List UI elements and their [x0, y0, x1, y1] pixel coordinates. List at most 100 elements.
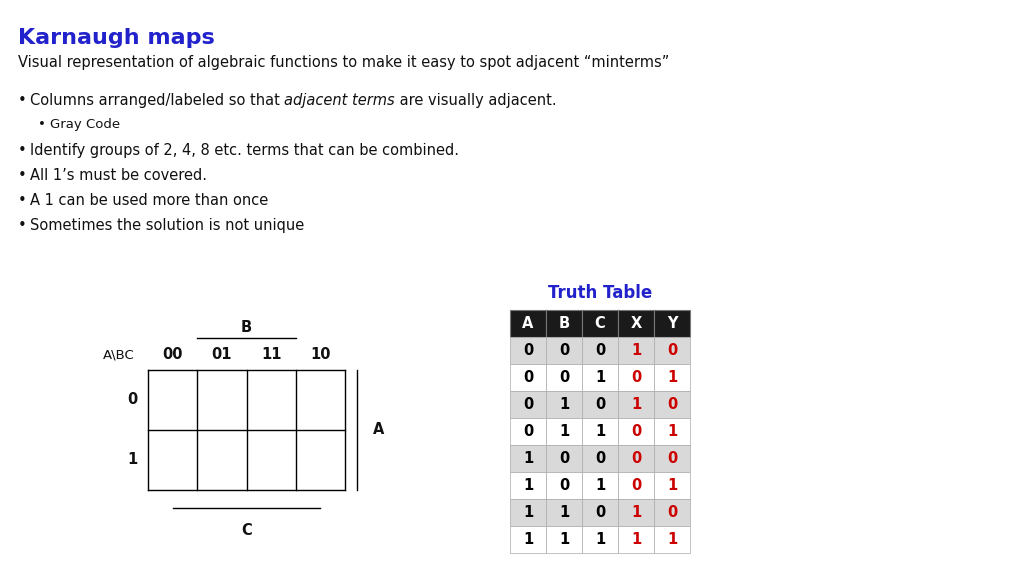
Bar	[510, 310, 546, 337]
Text: 1: 1	[595, 370, 605, 385]
Text: •: •	[18, 218, 27, 233]
Text: •: •	[18, 143, 27, 158]
Text: 0: 0	[523, 343, 534, 358]
Bar	[510, 526, 546, 553]
Bar	[582, 391, 618, 418]
Text: 1: 1	[667, 370, 677, 385]
Text: 1: 1	[667, 532, 677, 547]
Text: 0: 0	[128, 392, 138, 407]
Bar	[546, 445, 582, 472]
Bar	[510, 445, 546, 472]
Bar	[582, 445, 618, 472]
Bar	[618, 310, 654, 337]
Text: 0: 0	[595, 343, 605, 358]
Text: 1: 1	[667, 478, 677, 493]
Bar	[618, 445, 654, 472]
Bar	[546, 472, 582, 499]
Text: 1: 1	[631, 505, 641, 520]
Bar	[546, 499, 582, 526]
Text: 1: 1	[559, 505, 569, 520]
Text: B: B	[241, 320, 252, 335]
Bar	[510, 499, 546, 526]
Text: 0: 0	[667, 505, 677, 520]
Text: 0: 0	[559, 478, 569, 493]
Bar	[654, 364, 690, 391]
Text: 0: 0	[523, 397, 534, 412]
Text: Karnaugh maps: Karnaugh maps	[18, 28, 215, 48]
Text: 0: 0	[631, 370, 641, 385]
Bar	[582, 472, 618, 499]
Text: Truth Table: Truth Table	[548, 284, 652, 302]
Text: 0: 0	[595, 397, 605, 412]
Text: All 1’s must be covered.: All 1’s must be covered.	[30, 168, 207, 183]
Text: 0: 0	[667, 343, 677, 358]
Text: 0: 0	[667, 451, 677, 466]
Bar	[618, 472, 654, 499]
Text: 01: 01	[212, 347, 232, 362]
Bar	[546, 337, 582, 364]
Bar	[654, 526, 690, 553]
Bar	[546, 391, 582, 418]
Bar	[510, 337, 546, 364]
Bar	[510, 418, 546, 445]
Text: adjacent terms: adjacent terms	[285, 93, 395, 108]
Text: 1: 1	[523, 505, 534, 520]
Bar	[618, 337, 654, 364]
Text: 1: 1	[631, 532, 641, 547]
Text: •: •	[38, 118, 46, 131]
Text: 0: 0	[595, 451, 605, 466]
Bar	[654, 499, 690, 526]
Bar	[546, 418, 582, 445]
Text: Visual representation of algebraic functions to make it easy to spot adjacent “m: Visual representation of algebraic funct…	[18, 55, 670, 70]
Text: 00: 00	[163, 347, 183, 362]
Text: Gray Code: Gray Code	[50, 118, 120, 131]
Text: Columns arranged/labeled so that: Columns arranged/labeled so that	[30, 93, 285, 108]
Text: 1: 1	[667, 424, 677, 439]
Text: 1: 1	[559, 397, 569, 412]
Text: 1: 1	[595, 478, 605, 493]
Bar	[618, 418, 654, 445]
Bar	[654, 445, 690, 472]
Text: 1: 1	[631, 343, 641, 358]
Bar	[654, 310, 690, 337]
Text: 0: 0	[559, 343, 569, 358]
Bar	[654, 472, 690, 499]
Bar	[618, 391, 654, 418]
Bar	[510, 472, 546, 499]
Text: A: A	[522, 316, 534, 331]
Text: Y: Y	[667, 316, 677, 331]
Text: •: •	[18, 93, 27, 108]
Text: 0: 0	[631, 478, 641, 493]
Text: 1: 1	[523, 451, 534, 466]
Text: •: •	[18, 193, 27, 208]
Bar	[582, 337, 618, 364]
Text: 10: 10	[310, 347, 331, 362]
Text: 0: 0	[559, 451, 569, 466]
Text: A\BC: A\BC	[103, 349, 135, 362]
Bar	[510, 364, 546, 391]
Text: 0: 0	[523, 370, 534, 385]
Text: Sometimes the solution is not unique: Sometimes the solution is not unique	[30, 218, 304, 233]
Text: 1: 1	[559, 532, 569, 547]
Text: A: A	[373, 423, 384, 438]
Text: 1: 1	[523, 478, 534, 493]
Text: C: C	[241, 523, 252, 538]
Text: X: X	[631, 316, 642, 331]
Text: 1: 1	[595, 424, 605, 439]
Text: 1: 1	[128, 453, 138, 468]
Text: 0: 0	[631, 451, 641, 466]
Text: 0: 0	[631, 424, 641, 439]
Bar	[582, 418, 618, 445]
Text: Identify groups of 2, 4, 8 etc. terms that can be combined.: Identify groups of 2, 4, 8 etc. terms th…	[30, 143, 459, 158]
Bar	[654, 418, 690, 445]
Bar	[618, 499, 654, 526]
Text: 0: 0	[559, 370, 569, 385]
Bar	[582, 364, 618, 391]
Text: B: B	[558, 316, 569, 331]
Bar	[582, 499, 618, 526]
Bar	[618, 526, 654, 553]
Bar	[582, 310, 618, 337]
Text: 0: 0	[595, 505, 605, 520]
Text: 1: 1	[523, 532, 534, 547]
Bar	[546, 526, 582, 553]
